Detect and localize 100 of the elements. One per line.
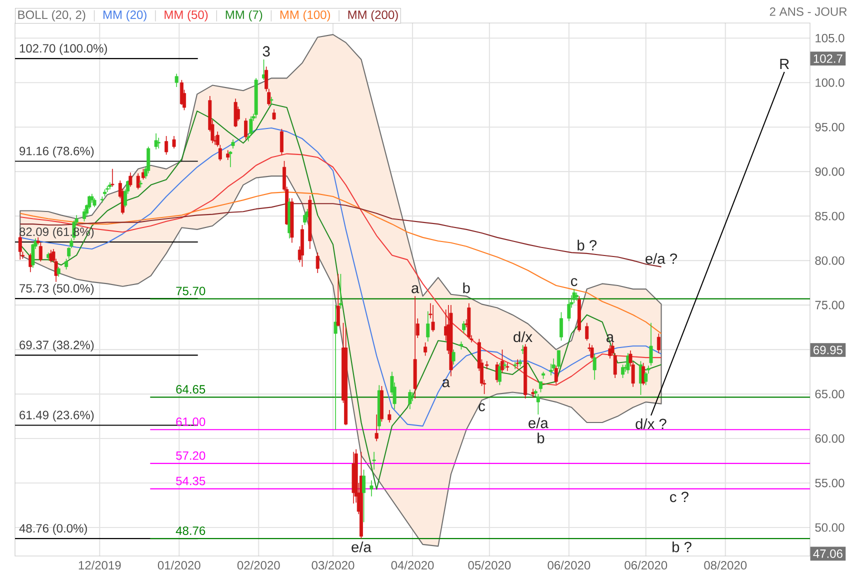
annotation: 69.95: [814, 346, 842, 354]
candlestick: [56, 266, 60, 277]
candlestick: [585, 322, 589, 342]
candlestick: [410, 392, 414, 402]
y-tick-label: 85.00: [815, 212, 844, 220]
candlestick: [452, 349, 456, 366]
y-tick-label: 105.0: [816, 34, 844, 42]
ref-line-label: 75.73 (50.0%): [20, 284, 94, 295]
candlestick: [303, 213, 307, 226]
x-tick-label: 05/2020: [468, 560, 511, 570]
annotation: 47.06: [813, 549, 842, 558]
text: MM (100): [280, 10, 330, 22]
candlestick: [513, 362, 517, 370]
ref-line-label: 57.20: [176, 451, 206, 460]
candlestick: [649, 322, 653, 366]
ref-line-label: 61.00: [176, 418, 206, 426]
candlestick: [592, 354, 596, 380]
candlestick: [590, 344, 594, 360]
candlestick: [218, 144, 222, 162]
candlestick: [280, 128, 284, 156]
candlestick: [424, 342, 428, 356]
candlestick: [656, 333, 660, 354]
x-tick-label: 06/2020: [624, 560, 668, 570]
candlestick: [362, 469, 366, 523]
candlestick: [426, 310, 430, 342]
candlestick: [338, 274, 342, 310]
candlestick: [536, 394, 540, 415]
ref-line-label: 91.16 (78.6%): [20, 146, 94, 158]
ref-line-label: 54.35: [176, 476, 206, 486]
candlestick: [38, 242, 42, 262]
candlestick: [156, 137, 160, 149]
x-tick-label: 06/2020: [548, 560, 590, 570]
y-tick-label: 75.00: [815, 300, 844, 310]
annotation: e/a: [528, 417, 548, 428]
x-tick-label: 01/2020: [158, 560, 200, 570]
annotation: d/x: [514, 331, 532, 342]
candlestick: [554, 365, 558, 385]
candlestick: [64, 258, 68, 270]
x-tick-label: 03/2020: [312, 560, 354, 570]
x-tick-label: 02/2020: [237, 560, 280, 570]
candlestick: [372, 451, 376, 470]
annotation: e/a: [352, 541, 372, 552]
annotation: b: [463, 282, 470, 294]
candlestick: [567, 299, 571, 322]
annotation: b ?: [672, 541, 692, 552]
candlestick: [572, 288, 576, 304]
legend-title: BOLL (20, 2): [18, 10, 86, 22]
ref-line-label: 64.65: [176, 385, 206, 394]
annotation: b: [538, 432, 544, 444]
x-tick-label: 08/2020: [704, 560, 747, 570]
x-tick-label: 04/2020: [391, 560, 434, 570]
candlestick: [174, 73, 178, 88]
candlestick: [431, 304, 435, 332]
candlestick: [462, 320, 466, 334]
candlestick: [408, 389, 412, 410]
candlestick: [110, 168, 114, 188]
ref-line-label: 48.76 (0.0%): [19, 524, 87, 535]
candlestick: [560, 312, 563, 342]
candlestick: [272, 108, 276, 120]
annotation: 102.7: [814, 54, 842, 63]
annotation: a: [412, 285, 420, 294]
y-tick-label: 95.00: [815, 122, 844, 132]
x-tick-label: 12/2019: [78, 560, 121, 570]
candlestick: [370, 480, 374, 497]
candlestick: [154, 132, 158, 150]
ref-line-label: 102.70 (100.0%): [20, 44, 107, 55]
ref-line-label: 48.76: [176, 526, 206, 535]
candlestick: [82, 208, 86, 222]
annotation: e/a ?: [646, 253, 678, 264]
annotation: c: [478, 403, 486, 412]
candlestick: [264, 66, 268, 92]
annotation: c: [571, 278, 578, 286]
candlestick: [172, 136, 176, 149]
y-tick-label: 50.00: [815, 523, 844, 532]
candlestick: [244, 118, 248, 140]
annotation: 3: [262, 46, 270, 57]
y-tick-label: 100.0: [816, 78, 844, 87]
candlestick: [334, 304, 338, 430]
chart-subtitle: 2 ANS - JOUR: [770, 7, 847, 16]
y-tick-label: 65.00: [815, 390, 844, 398]
candlestick: [336, 274, 340, 327]
annotation: R: [780, 58, 789, 69]
ref-line-label: 61.49 (23.6%): [20, 410, 94, 422]
ref-line-label: 75.70: [176, 286, 206, 296]
y-tick-label: 90.00: [815, 167, 844, 176]
annotation: c ?: [670, 492, 688, 502]
candlestick: [164, 136, 168, 156]
candlestick: [226, 150, 230, 160]
text: MM (50): [164, 10, 208, 22]
y-tick-label: 55.00: [815, 478, 844, 488]
annotation: b ?: [578, 240, 597, 251]
candlestick: [316, 252, 320, 274]
text: MM (200): [348, 10, 398, 22]
candlestick: [128, 172, 132, 188]
candlestick: [538, 381, 542, 393]
candlestick: [270, 96, 274, 104]
ref-line-label: 69.37 (38.2%): [20, 340, 94, 352]
y-tick-label: 60.00: [815, 434, 844, 443]
text: MM (20): [103, 10, 146, 22]
y-tick-label: 80.00: [815, 256, 844, 265]
